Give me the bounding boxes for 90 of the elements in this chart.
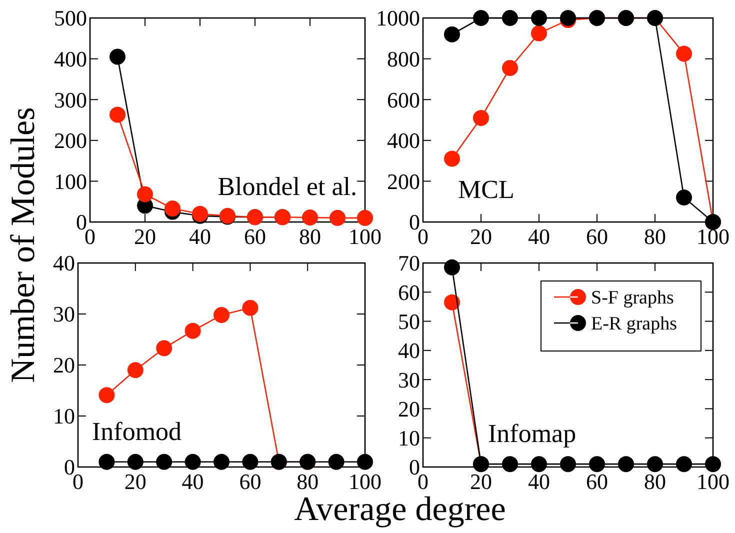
- point: [214, 307, 230, 324]
- point: [98, 387, 115, 404]
- y-tick-label: 10: [53, 404, 75, 429]
- y-tick-label: 200: [54, 128, 87, 154]
- point: [560, 456, 576, 472]
- point: [502, 10, 518, 26]
- point: [214, 454, 230, 470]
- x-tick-label: 40: [189, 224, 211, 249]
- annotation: Infomap: [488, 419, 576, 448]
- point: [444, 259, 460, 276]
- y-tick-label: 30: [53, 302, 75, 327]
- y-tick-label: 100: [54, 168, 87, 194]
- x-tick-label: 60: [586, 224, 608, 249]
- point: [444, 150, 460, 167]
- point: [137, 186, 153, 202]
- point: [676, 456, 692, 472]
- y-tick-label: 60: [398, 280, 420, 305]
- x-tick-label: 40: [182, 469, 204, 494]
- point: [444, 294, 460, 310]
- annotation: Blondel et al.: [218, 172, 357, 201]
- y-tick-label: 400: [54, 46, 87, 72]
- point: [302, 210, 318, 226]
- x-tick-label: 60: [586, 469, 608, 494]
- point: [98, 454, 115, 470]
- x-tick-label: 60: [239, 469, 262, 494]
- y-tick-label: 20: [53, 352, 75, 378]
- point: [156, 454, 172, 470]
- x-tick-label: 40: [528, 469, 550, 494]
- point: [705, 456, 721, 472]
- legend-label: E-R graphs: [591, 314, 678, 335]
- x-tick-label: 100: [348, 469, 382, 494]
- point: [242, 454, 258, 470]
- point: [676, 46, 692, 62]
- y-tick-label: 20: [398, 396, 420, 422]
- y-tick-label: 300: [54, 87, 87, 112]
- point: [502, 60, 518, 76]
- y-tick-label: 500: [54, 6, 87, 31]
- x-axis-title: Average degree: [294, 491, 506, 528]
- x-tick-label: 20: [134, 224, 156, 249]
- y-tick-label: 800: [387, 46, 420, 72]
- annotation: Infomod: [92, 417, 182, 446]
- x-tick-label: 20: [124, 469, 146, 494]
- x-tick-label: 100: [696, 224, 730, 249]
- point: [110, 106, 126, 123]
- point: [184, 322, 201, 339]
- x-tick-label: 100: [696, 469, 730, 494]
- x-tick-label: 80: [644, 469, 666, 494]
- point: [473, 10, 489, 26]
- point: [330, 210, 346, 226]
- x-tick-label: 80: [299, 224, 321, 249]
- y-tick-label: 50: [398, 308, 420, 334]
- y-tick-label: 40: [398, 338, 420, 364]
- point: [473, 110, 489, 126]
- point: [531, 25, 547, 42]
- annotation: MCL: [458, 175, 514, 204]
- x-tick-label: 20: [470, 224, 492, 249]
- legend-label: S-F graphs: [591, 288, 674, 309]
- point: [156, 340, 172, 356]
- point: [110, 48, 126, 65]
- y-tick-label: 400: [387, 128, 420, 154]
- point: [357, 210, 373, 226]
- y-tick-label: 10: [398, 426, 420, 451]
- point: [531, 10, 547, 26]
- y-tick-label: 1000: [376, 6, 420, 31]
- y-tick-label: 40: [53, 250, 75, 276]
- point: [164, 200, 180, 217]
- y-tick-label: 30: [398, 367, 420, 392]
- y-axis-title: Number of Modules: [5, 107, 42, 383]
- point: [589, 456, 605, 472]
- y-tick-label: 600: [387, 87, 420, 112]
- y-tick-label: 200: [387, 168, 420, 194]
- x-tick-label: 80: [296, 469, 319, 494]
- point: [531, 456, 547, 472]
- point: [242, 300, 258, 316]
- point: [502, 456, 518, 472]
- y-tick-label: 70: [398, 250, 420, 276]
- point: [184, 454, 201, 470]
- point: [618, 456, 634, 472]
- x-tick-label: 40: [528, 224, 550, 249]
- point: [127, 454, 144, 470]
- x-tick-label: 60: [244, 224, 266, 249]
- point: [127, 362, 144, 378]
- point: [328, 454, 344, 470]
- point: [676, 190, 692, 206]
- x-tick-label: 100: [348, 224, 382, 249]
- point: [444, 26, 460, 42]
- point: [647, 456, 663, 472]
- x-tick-label: 20: [470, 469, 492, 494]
- x-tick-label: 80: [644, 224, 666, 249]
- point: [357, 454, 373, 470]
